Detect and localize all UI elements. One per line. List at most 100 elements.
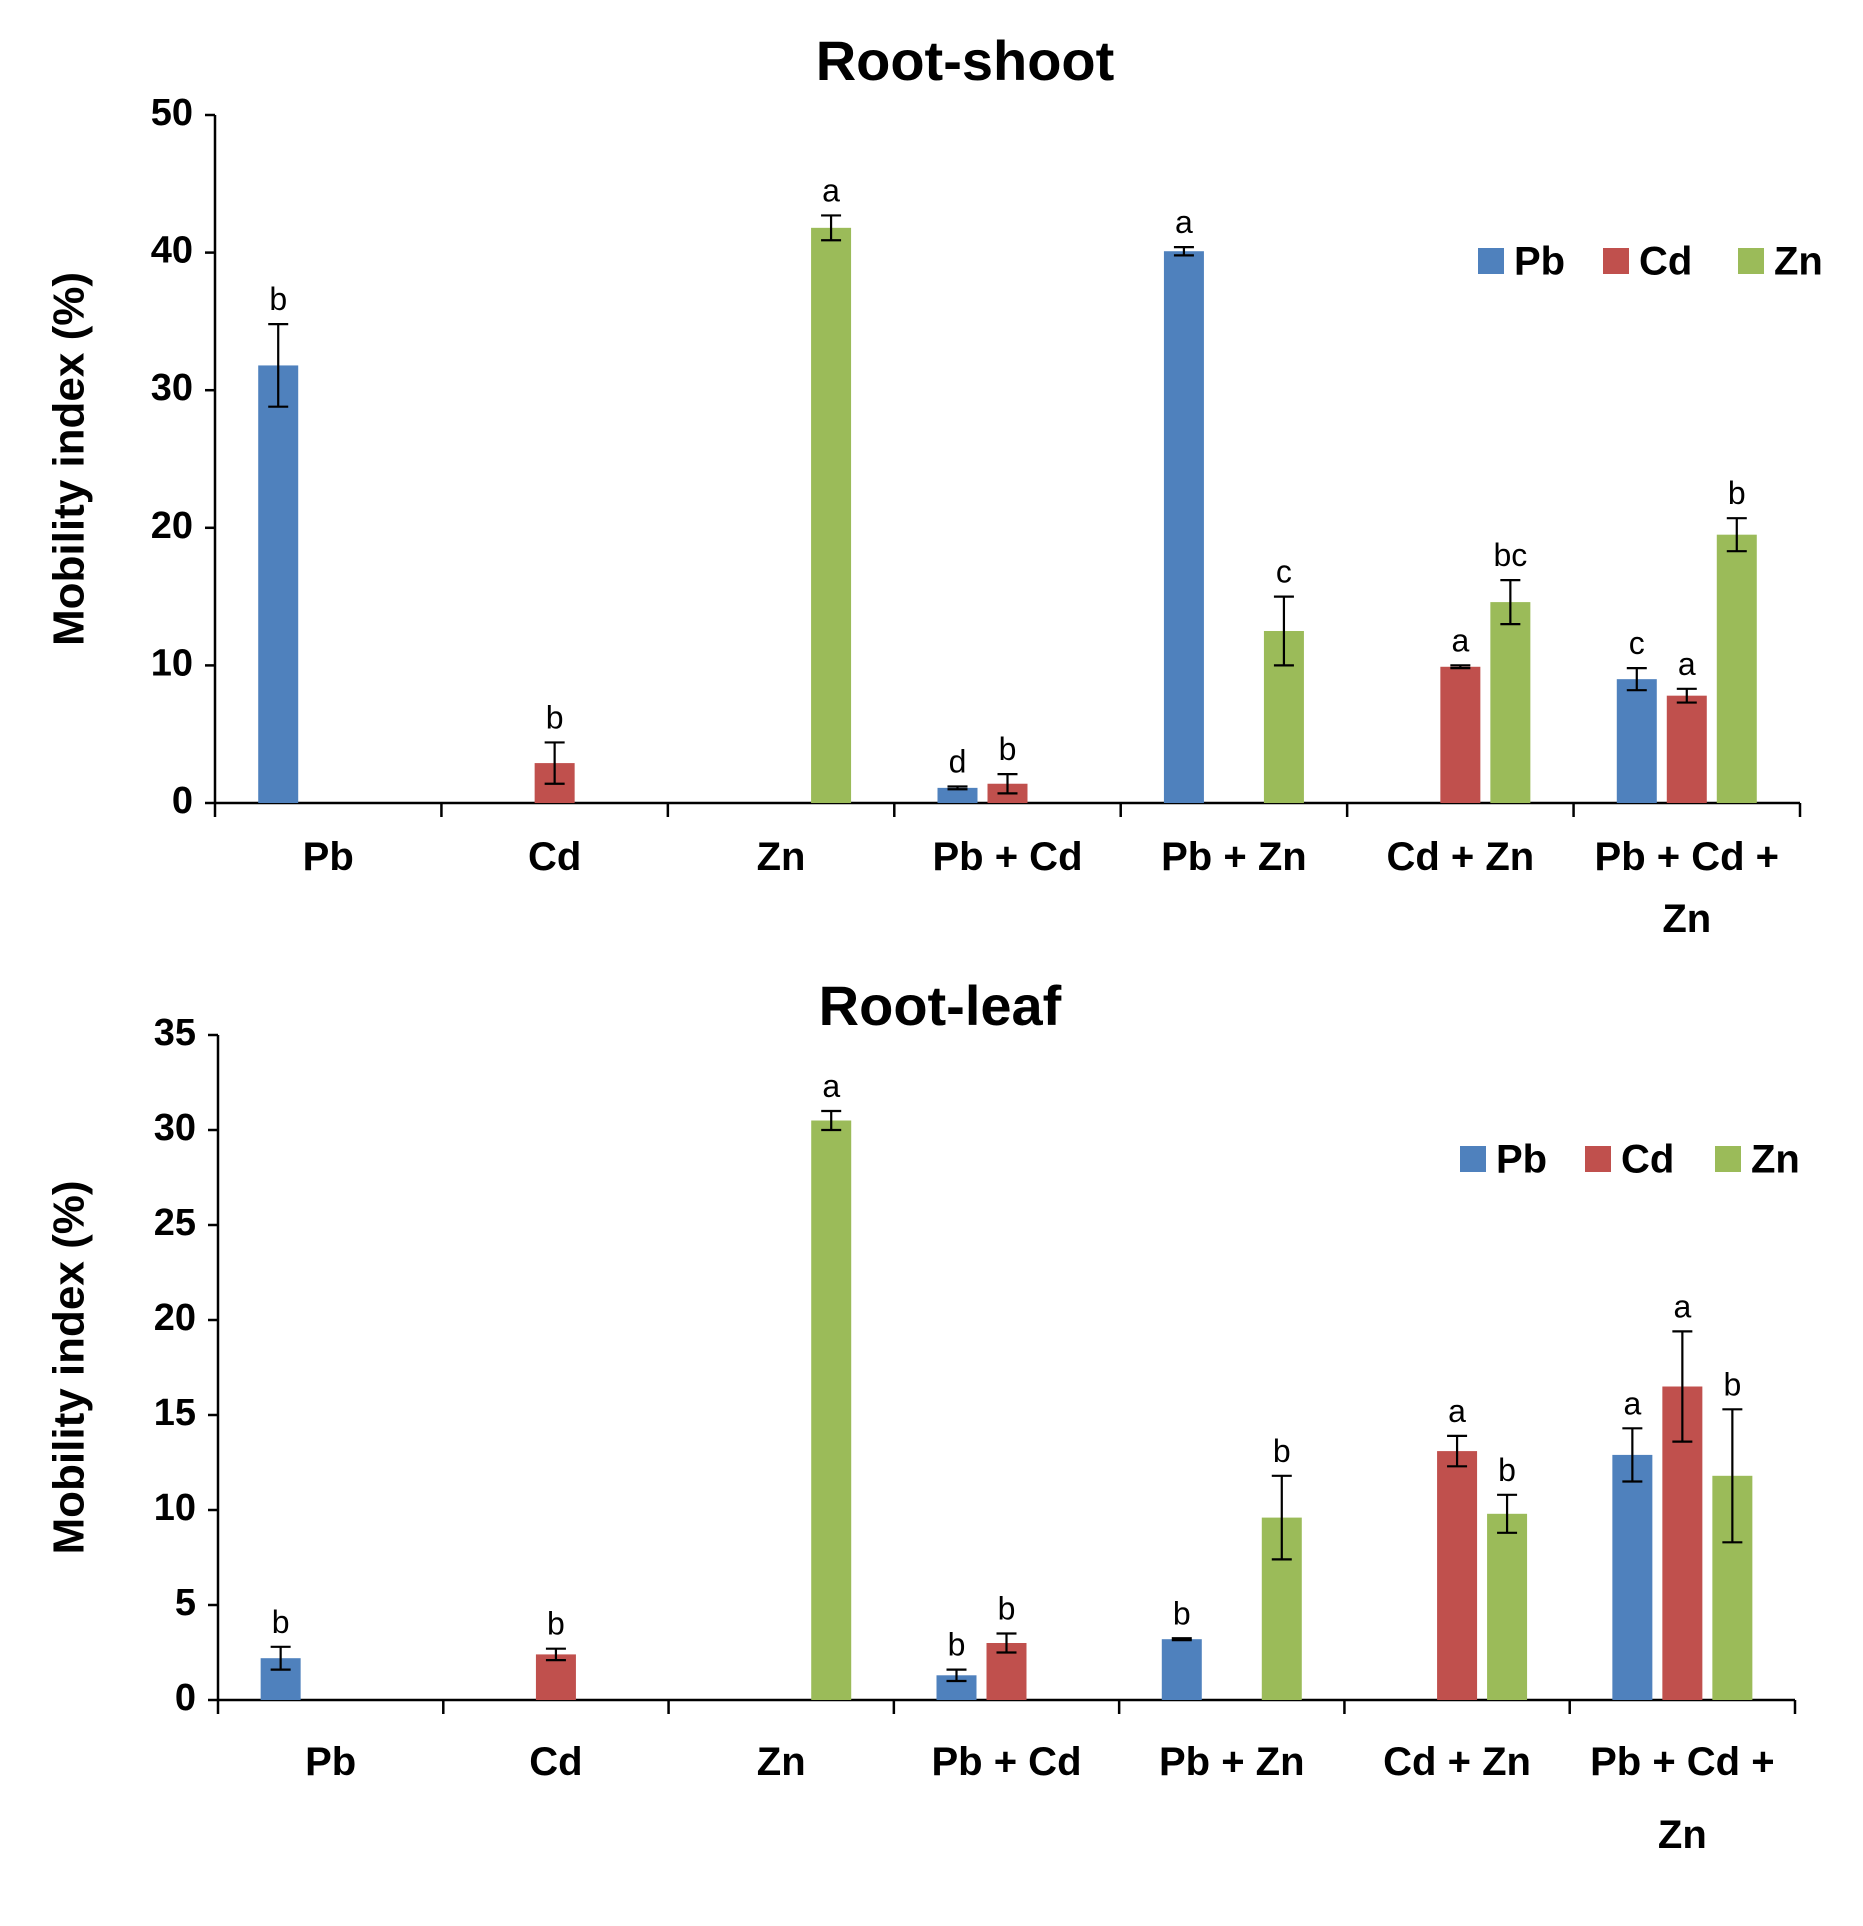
root-leaf-error-bar <box>545 1647 566 1662</box>
root-leaf-error-bar <box>1271 1474 1292 1561</box>
root-shoot-error-bar <box>1500 578 1521 626</box>
root-leaf-significance-label: b <box>1173 1595 1191 1631</box>
root-leaf-y-tick-label: 35 <box>154 1012 196 1054</box>
legend-swatch-pb <box>1478 248 1504 274</box>
root-leaf-bar-cd <box>1437 1451 1478 1700</box>
root-shoot-category-label: Pb + Cd <box>932 835 1082 879</box>
legend-label-pb: Pb <box>1514 240 1565 284</box>
legend-label-zn: Zn <box>1751 1138 1800 1182</box>
legend-swatch-zn <box>1715 1146 1741 1172</box>
root-shoot-significance-label: a <box>1175 204 1193 240</box>
root-shoot-bar-pb <box>1163 251 1204 803</box>
root-leaf-significance-label: b <box>1273 1433 1291 1469</box>
root-shoot-y-tick-label: 0 <box>172 780 193 822</box>
root-leaf-significance-label: a <box>1448 1393 1466 1429</box>
root-leaf-significance-label: a <box>1623 1385 1641 1421</box>
root-leaf-category-label: Pb + Zn <box>1159 1740 1305 1784</box>
root-leaf-bar-pb <box>1612 1454 1653 1700</box>
root-shoot-chart: Root-shoot Mobility index (%) 0 10 20 30 40 50 P… <box>45 29 1823 941</box>
root-shoot-error-bar <box>1726 517 1747 553</box>
root-leaf-significance-label: b <box>547 1606 565 1642</box>
legend-swatch-pb <box>1460 1146 1486 1172</box>
root-shoot-error-bar <box>1626 667 1647 692</box>
root-leaf-y-tick-label: 20 <box>154 1297 196 1339</box>
legend-swatch-cd <box>1585 1146 1611 1172</box>
root-leaf-error-bar <box>1497 1493 1518 1534</box>
root-shoot-error-bar <box>1273 595 1294 667</box>
root-leaf-title: Root-leaf <box>819 974 1062 1037</box>
root-shoot-error-bar <box>1676 687 1697 704</box>
legend-label-zn: Zn <box>1774 240 1823 284</box>
root-leaf-error-bar <box>946 1668 967 1683</box>
legend-label-pb: Pb <box>1496 1138 1547 1182</box>
root-leaf-y-tick-label: 10 <box>154 1487 196 1529</box>
root-shoot-bar-zn <box>811 227 852 803</box>
root-leaf-error-bar <box>1447 1434 1468 1468</box>
root-shoot-category-label: Cd + Zn <box>1386 835 1534 879</box>
root-shoot-significance-label: c <box>1276 554 1292 590</box>
root-leaf-y-tick-label: 0 <box>175 1677 196 1719</box>
root-shoot-bar-cd <box>1440 666 1481 803</box>
root-shoot-category-label: Pb + Zn <box>1161 835 1307 879</box>
root-leaf-error-bar <box>270 1645 291 1671</box>
root-shoot-bar-pb <box>937 787 978 803</box>
root-leaf-legend: Pb Cd Zn <box>1460 1138 1800 1182</box>
root-leaf-error-bar <box>996 1632 1017 1654</box>
root-shoot-y-tick-label: 50 <box>151 92 193 134</box>
root-leaf-category-label: Pb <box>305 1740 356 1784</box>
root-shoot-error-bar <box>821 214 842 242</box>
root-shoot-category-label: Zn <box>1662 897 1711 941</box>
root-shoot-significance-label: a <box>1451 622 1469 658</box>
legend-label-cd: Cd <box>1639 240 1692 284</box>
root-shoot-y-tick-label: 40 <box>151 230 193 272</box>
root-leaf-y-tick-label: 15 <box>154 1392 196 1434</box>
root-leaf-bar-zn <box>1487 1513 1528 1700</box>
legend-swatch-zn <box>1738 248 1764 274</box>
root-leaf-category-label: Cd + Zn <box>1383 1740 1531 1784</box>
root-leaf-error-bar <box>821 1109 842 1132</box>
root-shoot-significance-label: a <box>822 172 840 208</box>
root-shoot-significance-label: bc <box>1493 537 1527 573</box>
legend-swatch-cd <box>1603 248 1629 274</box>
root-leaf-error-bar <box>1672 1330 1693 1443</box>
root-leaf-category-label: Pb + Cd + <box>1590 1740 1775 1784</box>
legend-label-cd: Cd <box>1621 1138 1674 1182</box>
root-shoot-category-label: Pb + Cd + <box>1595 835 1780 879</box>
root-leaf-significance-label: a <box>822 1068 840 1104</box>
root-leaf-bar-cd <box>535 1654 576 1700</box>
root-shoot-category-label: Zn <box>757 835 806 879</box>
root-leaf-significance-label: b <box>998 1591 1016 1627</box>
root-shoot-y-axis-label: Mobility index (%) <box>45 272 94 646</box>
root-leaf-bar-zn <box>811 1120 852 1700</box>
root-leaf-y-tick-label: 30 <box>154 1107 196 1149</box>
root-shoot-error-bar <box>1450 664 1471 670</box>
root-shoot-category-label: Pb <box>303 835 354 879</box>
root-leaf-significance-label: b <box>948 1627 966 1663</box>
root-shoot-bar-zn <box>1716 534 1757 803</box>
root-leaf-category-label: Zn <box>1658 1813 1707 1857</box>
root-shoot-significance-label: d <box>949 743 967 779</box>
root-leaf-y-axis-label: Mobility index (%) <box>45 1181 94 1555</box>
root-shoot-legend: Pb Cd Zn <box>1478 240 1823 284</box>
root-shoot-bar-zn <box>1490 602 1531 803</box>
root-leaf-error-bar <box>1722 1408 1743 1544</box>
root-leaf-bar-pb <box>1161 1639 1202 1700</box>
root-shoot-y-tick-label: 30 <box>151 367 193 409</box>
root-shoot-error-bar <box>268 323 289 408</box>
root-shoot-title: Root-shoot <box>816 29 1115 92</box>
root-shoot-significance-label: a <box>1678 646 1696 682</box>
root-shoot-error-bar <box>997 773 1018 795</box>
root-shoot-bar-pb <box>1616 679 1657 803</box>
root-leaf-significance-label: b <box>272 1604 290 1640</box>
root-leaf-error-bar <box>1171 1637 1192 1642</box>
root-leaf-category-label: Cd <box>529 1740 582 1784</box>
root-shoot-bar-cd <box>1666 695 1707 803</box>
root-leaf-y-tick-label: 25 <box>154 1202 196 1244</box>
root-leaf-error-bar <box>1622 1427 1643 1483</box>
root-shoot-y-tick-label: 10 <box>151 642 193 684</box>
root-shoot-category-label: Cd <box>528 835 581 879</box>
root-shoot-significance-label: b <box>999 731 1017 767</box>
root-shoot-significance-label: b <box>269 281 287 317</box>
root-shoot-bar-pb <box>258 365 299 803</box>
root-leaf-significance-label: b <box>1723 1366 1741 1402</box>
